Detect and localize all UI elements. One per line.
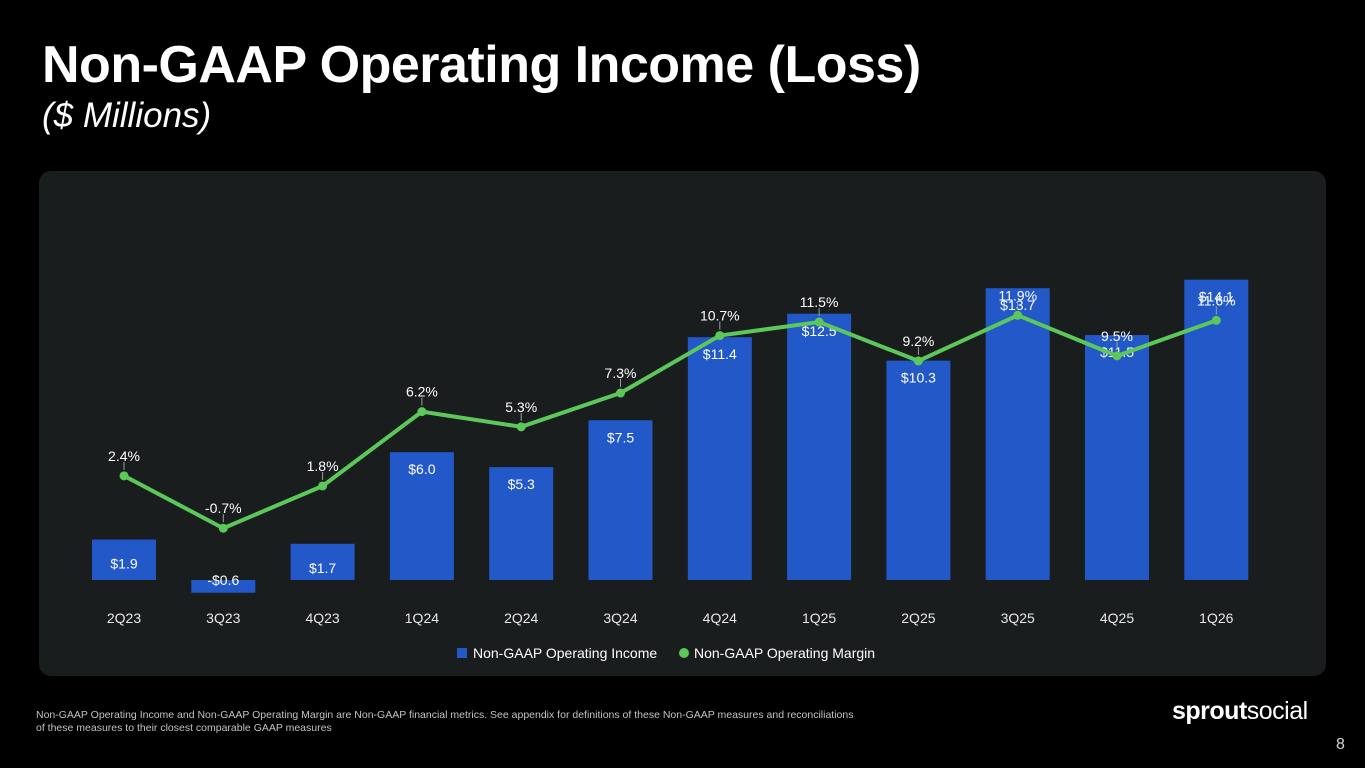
margin-label-1q24: 6.2% [406,384,438,400]
margin-point-4q23 [318,481,328,491]
bar-label-2q25: $10.3 [901,370,936,386]
bar-4q24 [687,337,752,580]
x-tick-label-1q25: 1Q25 [802,610,836,626]
x-tick-label-1q24: 1Q24 [405,610,439,626]
x-tick-label-4q24: 4Q24 [703,610,737,626]
bar-label-1q26: $14.1 [1199,289,1234,305]
bar-3q23 [191,580,256,593]
footnote-line-2: of these measures to their closest compa… [36,722,332,734]
x-tick-label-2q23: 2Q23 [107,610,141,626]
x-tick-label-3q24: 3Q24 [603,610,637,626]
bar-2q23 [92,539,156,580]
bar-2q25 [886,360,951,580]
margin-label-2q24: 5.3% [505,399,537,415]
bar-2q24 [489,467,554,580]
margin-point-3q24 [616,388,625,398]
bar-label-3q24: $7.5 [607,429,634,445]
margin-label-4q25: 9.5% [1101,328,1133,344]
margin-label-4q23: 1.8% [307,458,339,474]
logo-part-sprout: sprout [1172,697,1247,725]
page-subtitle: ($ Millions) [42,96,212,135]
x-tick-label-3q25: 3Q25 [1001,610,1035,626]
margin-label-1q25: 11.5% [800,294,839,310]
margin-label-3q23: -0.7% [205,500,242,516]
margin-label-3q25: 11.9% [998,287,1037,303]
legend-label-income: Non-GAAP Operating Income [473,645,657,661]
bar-1q24 [389,452,454,580]
legend-swatch-margin [679,648,689,658]
margin-line [122,313,1219,531]
margin-point-2q24 [516,422,526,432]
bar-label-4q24: $11.4 [703,346,737,362]
sproutsocial-logo: sproutsocial [1172,697,1308,726]
bar-4q25 [1085,335,1149,580]
bar-label-4q23: $1.7 [309,560,336,576]
chart-panel: $1.9 -$0.6 $1.7 $6.0 $5.3 $7.5 $11.4 $12.5 $10.3… [39,171,1326,676]
margin-label-4q24: 10.7% [700,308,740,324]
bar-label-2q24: $5.3 [508,476,535,492]
bar-label-2q23: $1.9 [110,556,137,572]
margin-point-1q24 [417,407,427,417]
margin-point-1q26 [1211,315,1221,325]
bar-1q25 [787,313,852,580]
margin-label-2q23: 2.4% [108,448,140,464]
bar-3q25 [985,288,1050,580]
margin-point-2q25 [913,356,923,366]
x-tick-label-1q26: 1Q26 [1199,610,1233,626]
bar-4q23 [290,543,355,580]
combo-chart: $1.9-$0.6$1.7$6.0$5.3$7.5$11.4$12.5$10.3… [92,279,1249,661]
page-number: 8 [1336,736,1345,753]
legend-swatch-income [457,648,467,658]
logo-part-social: social [1246,697,1308,725]
page-title: Non-GAAP Operating Income (Loss) [42,36,921,94]
bar-label-1q24: $6.0 [408,461,435,477]
margin-point-3q25 [1013,310,1023,320]
x-tick-label-2q25: 2Q25 [901,610,935,626]
margin-label-1q26: 11.6% [1197,292,1236,308]
legend-label-margin: Non-GAAP Operating Margin [694,645,875,661]
margin-point-1q25 [814,317,824,327]
footnote: Non-GAAP Operating Income and Non-GAAP O… [36,709,936,735]
margin-label-2q25: 9.2% [902,333,934,349]
x-tick-label-3q23: 3Q23 [206,610,240,626]
bar-label-3q23: -$0.6 [207,572,239,588]
margin-point-4q24 [715,331,725,341]
x-tick-label-4q25: 4Q25 [1100,610,1134,626]
footnote-line-1: Non-GAAP Operating Income and Non-GAAP O… [36,709,854,721]
x-tick-label-2q24: 2Q24 [504,610,538,626]
margin-point-2q23 [119,471,129,481]
x-tick-label-4q23: 4Q23 [305,610,339,626]
margin-point-4q25 [1112,351,1122,361]
margin-label-3q24: 7.3% [605,365,637,381]
bar-3q24 [588,420,653,580]
margin-point-3q23 [218,523,228,533]
